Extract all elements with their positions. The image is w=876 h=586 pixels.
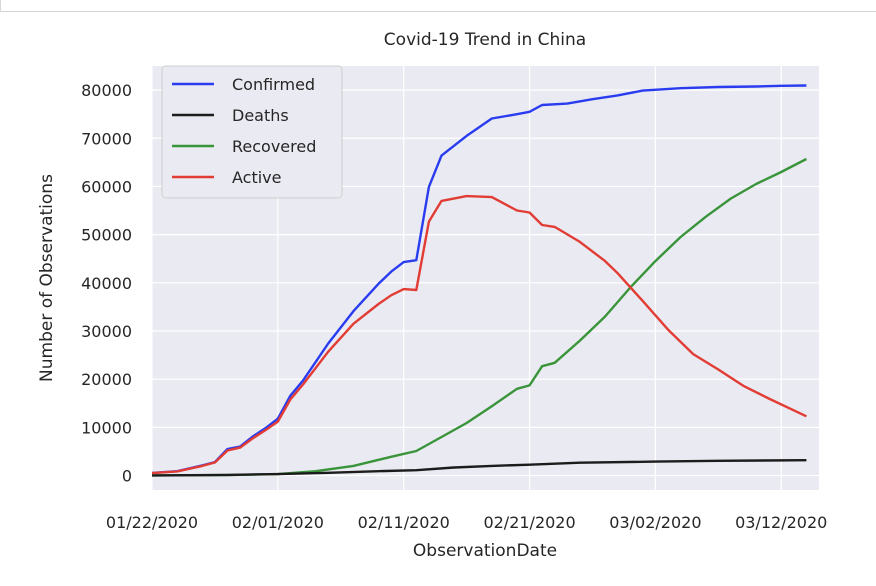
legend-label-recovered: Recovered bbox=[232, 137, 316, 156]
y-tick-label: 20000 bbox=[81, 370, 132, 389]
chart-title: Covid-19 Trend in China bbox=[384, 30, 586, 50]
series-line-active bbox=[151, 194, 807, 475]
y-tick-label: 30000 bbox=[81, 322, 132, 341]
y-tick-labels: 0 10000 20000 30000 40000 50000 60000 70000 8000… bbox=[81, 81, 132, 485]
y-tick-label: 0 bbox=[122, 467, 132, 486]
y-axis-label: Number of Observations bbox=[37, 174, 57, 382]
legend-label-deaths: Deaths bbox=[232, 106, 289, 125]
y-tick-label: 40000 bbox=[81, 274, 132, 293]
legend: Confirmed Deaths Recovered Active bbox=[161, 65, 343, 199]
series-layer bbox=[151, 84, 807, 477]
y-tick-label: 50000 bbox=[81, 226, 132, 245]
series-line-recovered bbox=[151, 157, 807, 477]
y-tick-label: 60000 bbox=[81, 177, 132, 196]
x-tick-label: 02/21/2020 bbox=[483, 513, 575, 532]
y-tick-label: 10000 bbox=[81, 418, 132, 437]
legend-box bbox=[161, 65, 343, 199]
y-tick-label: 70000 bbox=[81, 129, 132, 148]
x-axis-label: ObservationDate bbox=[413, 541, 557, 561]
x-tick-label: 02/11/2020 bbox=[358, 513, 450, 532]
series-line-deaths bbox=[151, 459, 807, 477]
top-frame-border bbox=[0, 0, 876, 12]
x-tick-label: 01/22/2020 bbox=[106, 513, 198, 532]
x-tick-labels: 01/22/2020 02/01/2020 02/11/2020 02/21/2020… bbox=[106, 513, 827, 532]
y-tick-label: 80000 bbox=[81, 81, 132, 100]
x-tick-label: 03/12/2020 bbox=[735, 513, 827, 532]
legend-label-active: Active bbox=[232, 168, 282, 187]
x-tick-label: 03/02/2020 bbox=[609, 513, 701, 532]
legend-label-confirmed: Confirmed bbox=[232, 75, 315, 94]
x-tick-label: 02/01/2020 bbox=[232, 513, 324, 532]
